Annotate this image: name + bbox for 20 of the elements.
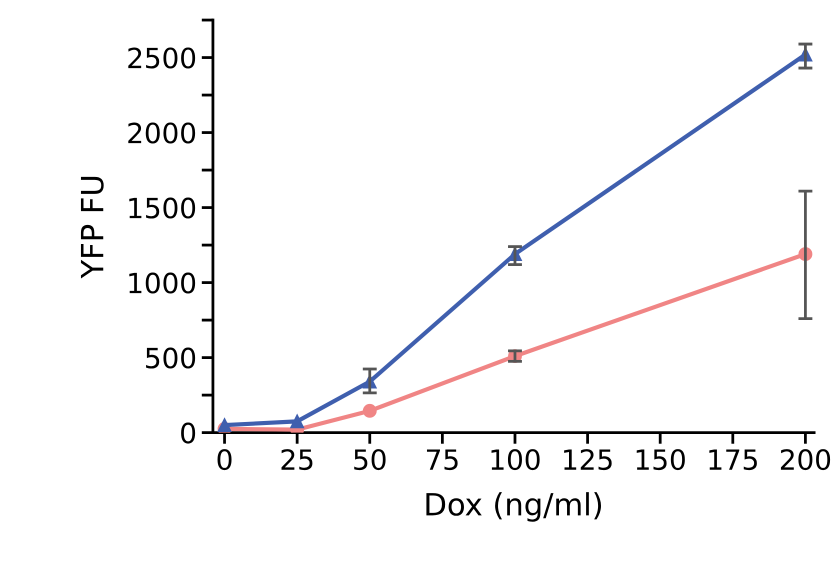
x-tick-label: 0	[218, 449, 232, 470]
x-axis-title: Dox (ng/ml)	[426, 492, 602, 522]
y-tick-label: 500	[146, 348, 196, 369]
y-tick-label: 1500	[129, 198, 196, 219]
y-tick-label: 2000	[128, 122, 196, 144]
x-tick-label: 100	[492, 449, 540, 470]
x-tick-label: 200	[780, 449, 830, 470]
x-tick-label: 75	[426, 449, 458, 470]
point	[218, 418, 232, 432]
y-tick-label: 0	[181, 422, 196, 444]
y-axis-title: YFP FU	[80, 176, 104, 279]
y-tick-label: 2500	[128, 48, 196, 69]
x-tick-label: 50	[354, 449, 386, 470]
x-tick-label: 150	[636, 449, 685, 470]
point	[290, 414, 304, 428]
y-tick-label: 1000	[129, 272, 196, 294]
x-tick-label: 25	[282, 449, 312, 470]
point	[362, 404, 377, 418]
x-tick-label: 175	[709, 449, 757, 470]
x-tick-label: 125	[564, 449, 612, 470]
